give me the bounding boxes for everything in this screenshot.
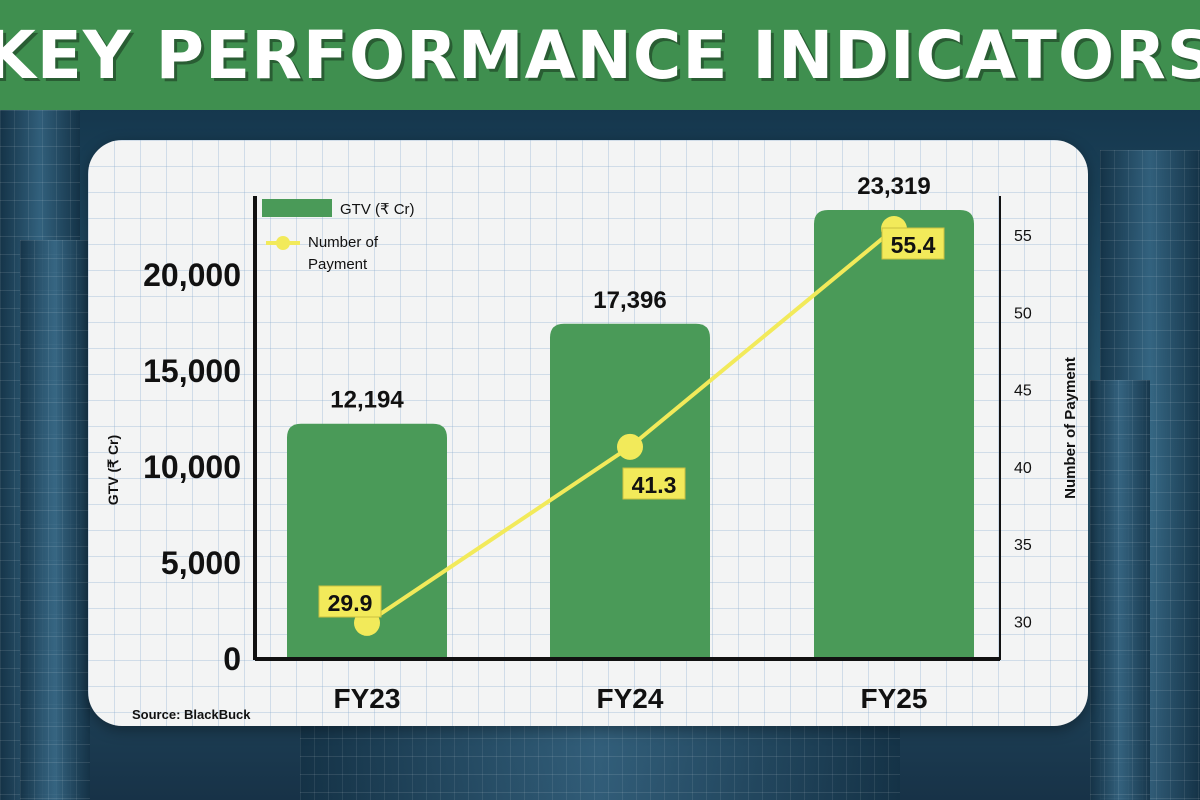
payments-value-box bbox=[881, 227, 945, 260]
source-note: Source: BlackBuck bbox=[132, 707, 251, 722]
y-right-tick-label: 30 bbox=[1014, 614, 1032, 631]
background-building bbox=[20, 240, 90, 800]
y-right-tick-label: 35 bbox=[1014, 537, 1032, 554]
payments-value-label: 29.9 bbox=[328, 590, 373, 616]
background-building bbox=[1090, 380, 1150, 800]
payments-value-label: 55.4 bbox=[891, 232, 936, 258]
y-left-tick-label: 5,000 bbox=[161, 545, 241, 581]
gtv-value-label: 12,194 bbox=[330, 387, 404, 414]
payments-value-label: 41.3 bbox=[632, 472, 677, 498]
y-left-tick-label: 15,000 bbox=[143, 353, 241, 389]
y-right-tick-label: 55 bbox=[1014, 228, 1032, 245]
legend-payments-label-line1: Number of bbox=[308, 234, 379, 251]
legend-payments-label-line2: Payment bbox=[308, 256, 368, 273]
gtv-bar bbox=[814, 210, 974, 658]
y-right-tick-label: 40 bbox=[1014, 460, 1032, 477]
payments-value-box bbox=[622, 467, 686, 500]
y-left-tick-label: 20,000 bbox=[143, 257, 241, 293]
x-tick-label: FY23 bbox=[334, 683, 401, 714]
y-right-tick-label: 50 bbox=[1014, 305, 1032, 322]
x-tick-label: FY24 bbox=[597, 683, 664, 714]
page-title: KEY PERFORMANCE INDICATORS bbox=[0, 16, 1200, 94]
background-building bbox=[300, 720, 900, 800]
y-left-axis-label: GTV (₹ Cr) bbox=[105, 435, 121, 505]
legend-payments-marker bbox=[276, 236, 290, 250]
payments-value-box bbox=[318, 585, 382, 618]
gtv-value-label: 17,396 bbox=[593, 287, 666, 314]
x-tick-label: FY25 bbox=[861, 683, 928, 714]
y-left-tick-label: 10,000 bbox=[143, 449, 241, 485]
y-left-tick-label: 0 bbox=[223, 641, 241, 677]
y-right-tick-label: 45 bbox=[1014, 383, 1032, 400]
payments-point bbox=[617, 433, 643, 460]
legend-gtv-label: GTV (₹ Cr) bbox=[340, 201, 415, 218]
legend-gtv-swatch bbox=[262, 199, 332, 217]
y-right-axis-label: Number of Payment bbox=[1062, 357, 1079, 499]
title-bar: KEY PERFORMANCE INDICATORS bbox=[0, 0, 1200, 110]
gtv-value-label: 23,319 bbox=[857, 173, 930, 200]
